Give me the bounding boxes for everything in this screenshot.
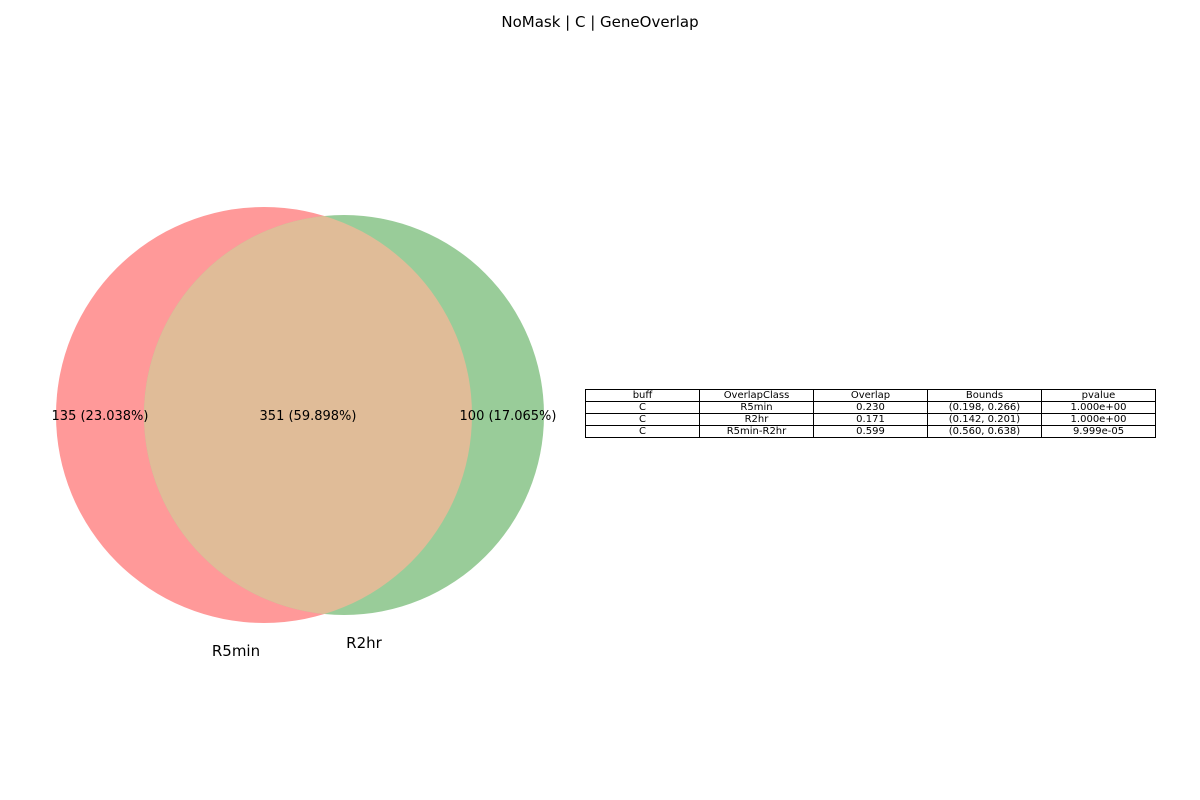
table-cell: (0.198, 0.266) xyxy=(927,401,1042,414)
table-cell: R2hr xyxy=(699,413,814,426)
table-cell: 0.171 xyxy=(813,413,928,426)
table-row: C R5min-R2hr 0.599 (0.560, 0.638) 9.999e… xyxy=(585,425,1156,438)
column-header-bounds: Bounds xyxy=(927,389,1042,402)
table-cell: C xyxy=(585,425,700,438)
table-cell: C xyxy=(585,413,700,426)
table-cell: (0.142, 0.201) xyxy=(927,413,1042,426)
table-cell: 0.599 xyxy=(813,425,928,438)
table-cell: R5min-R2hr xyxy=(699,425,814,438)
table-cell: (0.560, 0.638) xyxy=(927,425,1042,438)
figure-title: NoMask | C | GeneOverlap xyxy=(501,13,699,31)
table-row: C R5min 0.230 (0.198, 0.266) 1.000e+00 xyxy=(585,401,1156,414)
table-cell: R5min xyxy=(699,401,814,414)
set-label-r2hr: R2hr xyxy=(346,634,382,652)
table-cell: 0.230 xyxy=(813,401,928,414)
region-label-overlap: 351 (59.898%) xyxy=(260,409,357,424)
region-label-r2hr-only: 100 (17.065%) xyxy=(460,409,557,424)
overlap-stats-table: buff OverlapClass Overlap Bounds pvalue … xyxy=(585,389,1156,438)
table-cell: C xyxy=(585,401,700,414)
region-label-r5min-only: 135 (23.038%) xyxy=(52,409,149,424)
table-header-row: buff OverlapClass Overlap Bounds pvalue xyxy=(585,389,1156,402)
table-row: C R2hr 0.171 (0.142, 0.201) 1.000e+00 xyxy=(585,413,1156,426)
table-cell: 1.000e+00 xyxy=(1041,413,1156,426)
set-label-r5min: R5min xyxy=(212,642,260,660)
column-header-buff: buff xyxy=(585,389,700,402)
column-header-pvalue: pvalue xyxy=(1041,389,1156,402)
column-header-overlapclass: OverlapClass xyxy=(699,389,814,402)
overlap-region xyxy=(144,215,472,615)
column-header-overlap: Overlap xyxy=(813,389,928,402)
table-cell: 1.000e+00 xyxy=(1041,401,1156,414)
table-cell: 9.999e-05 xyxy=(1041,425,1156,438)
